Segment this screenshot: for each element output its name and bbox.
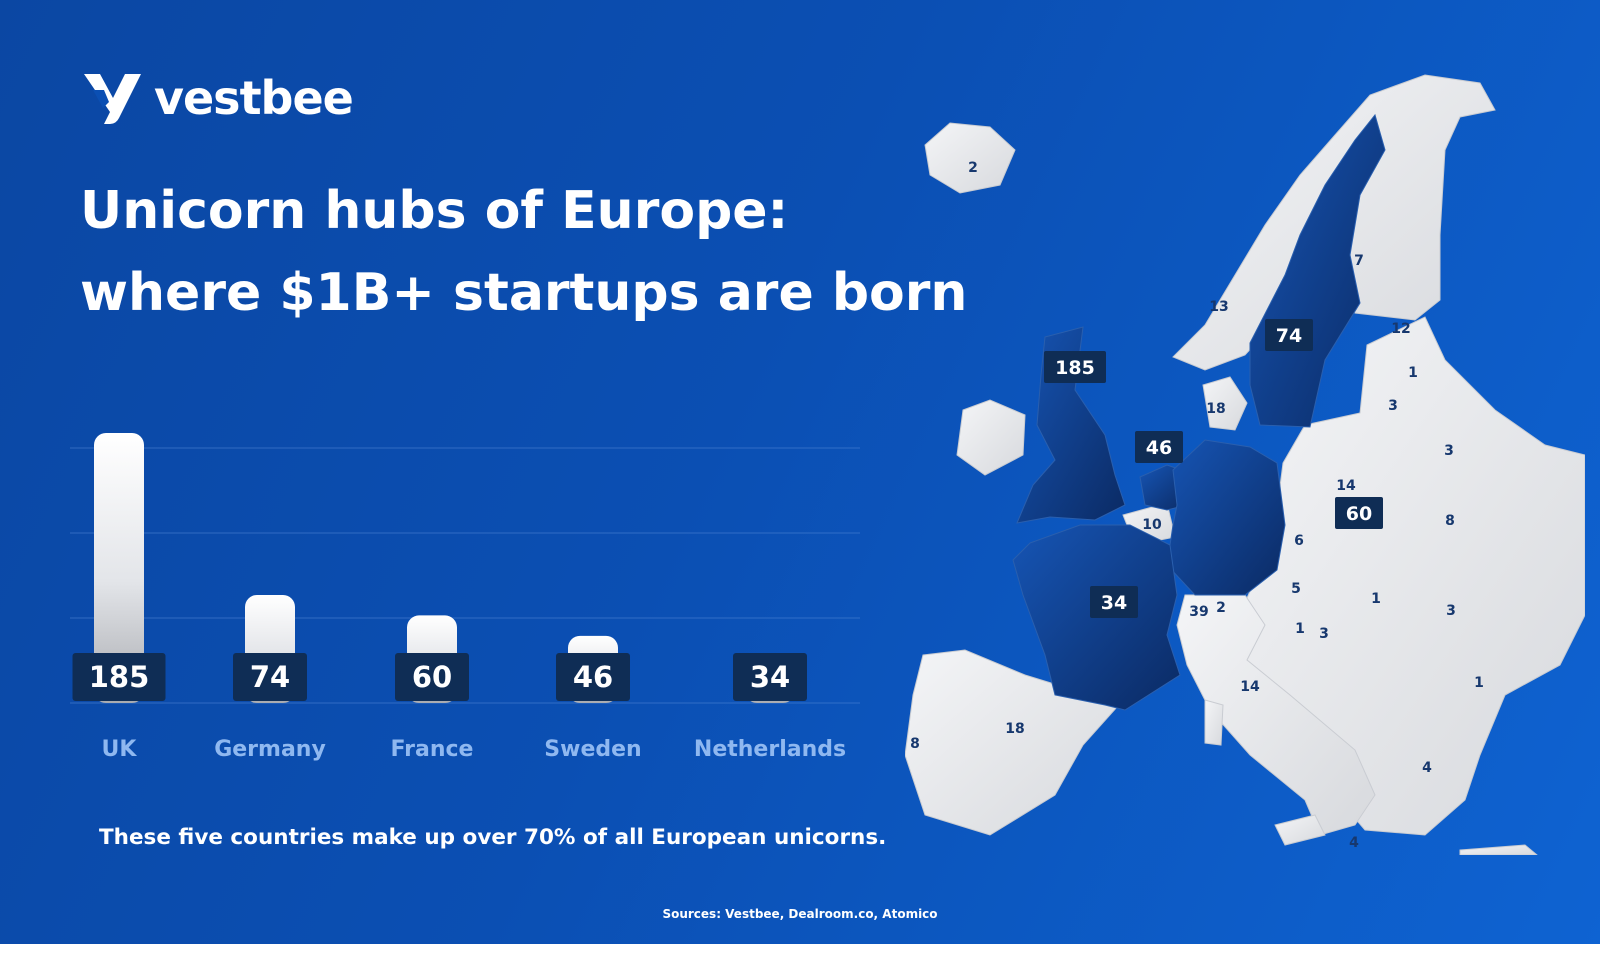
map-count-label: 3 <box>1319 626 1329 642</box>
vestbee-logo-icon <box>84 74 141 124</box>
ireland-shape <box>956 399 1026 476</box>
sources-line: Sources: Vestbee, Dealroom.co, Atomico <box>662 907 938 921</box>
data-label-text: 60 <box>412 660 452 694</box>
brand-logo: vestbee <box>84 71 354 125</box>
x-tick-labels: UK Germany France Sweden Netherlands <box>102 737 847 762</box>
brand-name: vestbee <box>154 71 354 125</box>
map-count-label: 5 <box>1291 581 1301 597</box>
data-label-sweden: 46 <box>556 653 630 701</box>
bar-uk <box>94 433 144 703</box>
page-title: Unicorn hubs of Europe: where $1B+ start… <box>80 170 967 334</box>
crete-shape <box>1459 844 1538 855</box>
map-label-netherlands: 34 <box>1090 586 1138 618</box>
map-count-label: 8 <box>910 736 920 752</box>
footnote: These five countries make up over 70% of… <box>99 825 887 850</box>
map-label-text: 74 <box>1276 325 1302 347</box>
map-count-label: 14 <box>1240 679 1260 695</box>
map-count-label: 4 <box>1422 760 1432 776</box>
map-count-label: 18 <box>1005 721 1024 737</box>
x-tick-france: France <box>391 737 474 762</box>
map-count-label: 2 <box>968 160 978 176</box>
map-count-label: 8 <box>1445 513 1455 529</box>
data-label-text: 74 <box>250 660 290 694</box>
map-label-sweden: 46 <box>1135 431 1183 463</box>
x-tick-sweden: Sweden <box>544 737 641 762</box>
map-count-label: 39 <box>1189 604 1208 620</box>
map-label-text: 46 <box>1146 437 1172 459</box>
map-count-label: 1 <box>1371 591 1381 607</box>
map-count-label: 3 <box>1444 443 1454 459</box>
map-count-label: 3 <box>1388 398 1398 414</box>
map-count-label: 3 <box>1446 603 1456 619</box>
map-count-label: 6 <box>1294 533 1304 549</box>
map-count-label: 1 <box>1474 675 1484 691</box>
map-label-text: 185 <box>1055 357 1095 379</box>
x-tick-uk: UK <box>102 737 138 762</box>
germany-shape <box>1166 439 1286 596</box>
map-label-uk: 185 <box>1044 351 1106 383</box>
iceland-shape <box>924 122 1016 194</box>
data-labels: 185 74 60 46 34 <box>72 653 807 701</box>
map-label-text: 60 <box>1346 503 1372 525</box>
sicily-shape <box>1274 814 1326 846</box>
x-tick-netherlands: Netherlands <box>694 737 846 762</box>
map-count-label: 10 <box>1142 517 1162 533</box>
map-label-text: 34 <box>1101 592 1127 614</box>
map-count-label: 7 <box>1354 253 1364 269</box>
data-label-uk: 185 <box>72 653 166 701</box>
data-label-france: 60 <box>395 653 469 701</box>
bar-chart: 185 74 60 46 34 UK Germany France Sweden Netherl… <box>70 433 860 762</box>
map-count-label: 2 <box>1216 600 1226 616</box>
data-label-text: 34 <box>750 660 790 694</box>
data-label-text: 185 <box>89 660 150 694</box>
title-line-1: Unicorn hubs of Europe: <box>80 181 789 241</box>
map-label-germany: 74 <box>1265 319 1313 351</box>
map-label-france: 60 <box>1335 497 1383 529</box>
map-count-label: 1 <box>1295 621 1305 637</box>
map-count-label: 12 <box>1391 321 1410 337</box>
map-count-label: 13 <box>1209 299 1228 315</box>
data-label-text: 46 <box>573 660 613 694</box>
map-count-label: 1 <box>1408 365 1418 381</box>
x-tick-germany: Germany <box>214 737 326 762</box>
title-line-2: where $1B+ startups are born <box>80 263 968 323</box>
italy-switzerland-shape <box>1176 594 1376 836</box>
map-count-label: 14 <box>1336 478 1356 494</box>
denmark-shape <box>1202 376 1248 431</box>
data-label-netherlands: 34 <box>733 653 807 701</box>
sardinia-shape <box>1204 699 1224 746</box>
gridlines <box>70 447 860 704</box>
data-label-germany: 74 <box>233 653 307 701</box>
map-count-label: 18 <box>1206 401 1225 417</box>
map-count-label: 4 <box>1349 835 1359 851</box>
